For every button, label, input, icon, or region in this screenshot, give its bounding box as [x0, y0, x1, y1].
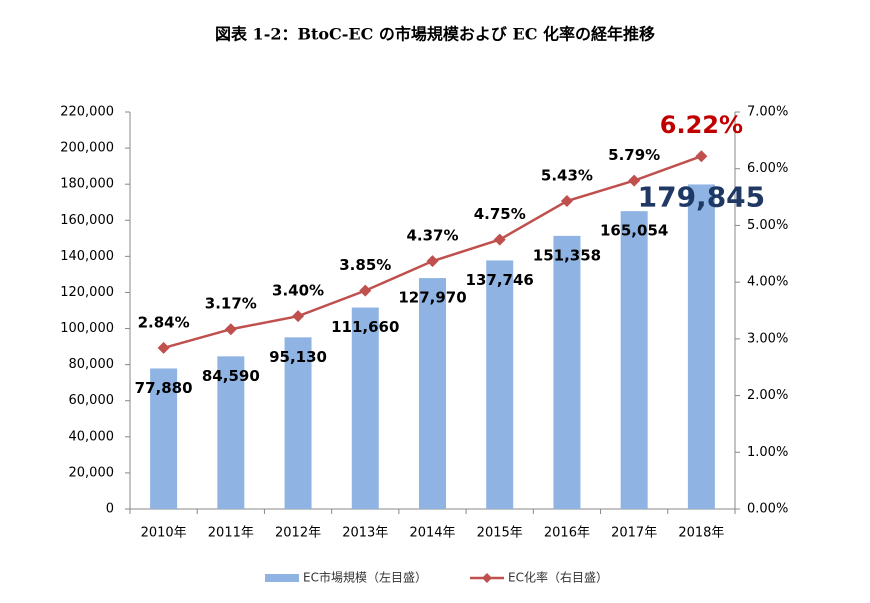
y2-tick-label: 6.00% — [747, 161, 788, 176]
y2-tick-label: 4.00% — [747, 275, 788, 290]
y-tick-label: 40,000 — [69, 429, 115, 444]
line-marker — [628, 174, 641, 187]
x-tick-label: 2016年 — [544, 526, 590, 541]
y-tick-label: 60,000 — [69, 393, 115, 408]
line-marker — [292, 310, 305, 323]
y-tick-label: 120,000 — [60, 285, 114, 300]
line-marker — [695, 150, 708, 163]
bar — [150, 368, 178, 509]
y-tick-label: 100,000 — [60, 321, 114, 336]
line-value-label: 5.79% — [608, 146, 660, 164]
x-tick-label: 2018年 — [678, 526, 724, 541]
y-tick-label: 160,000 — [60, 213, 114, 228]
bar-value-label: 151,358 — [533, 246, 601, 264]
line-marker — [493, 233, 506, 246]
bar-value-label: 127,970 — [398, 289, 466, 307]
line-value-label: 4.75% — [474, 205, 526, 223]
bar-value-label: 95,130 — [269, 348, 327, 366]
x-tick-label: 2012年 — [275, 526, 321, 541]
bar-value-label: 111,660 — [331, 318, 399, 336]
legend-swatch — [265, 574, 299, 582]
y-tick-label: 200,000 — [60, 141, 114, 156]
x-tick-label: 2013年 — [342, 526, 388, 541]
legend-swatch — [482, 573, 492, 583]
x-tick-label: 2011年 — [208, 526, 254, 541]
line-marker — [224, 323, 237, 336]
line-value-label: 6.22% — [660, 111, 743, 139]
line-value-label: 4.37% — [406, 227, 458, 245]
legend-label: EC化率（右目盛） — [508, 570, 608, 585]
bar — [553, 235, 581, 509]
chart-title: 図表 1-2：BtoC-EC の市場規模および EC 化率の経年推移 — [215, 25, 655, 44]
y2-tick-label: 1.00% — [747, 445, 788, 460]
x-tick-label: 2017年 — [611, 526, 657, 541]
y-tick-label: 220,000 — [60, 105, 114, 120]
y-tick-label: 140,000 — [60, 249, 114, 264]
bar — [620, 211, 648, 509]
bar-value-label: 137,746 — [466, 271, 534, 289]
x-tick-label: 2014年 — [409, 526, 455, 541]
line-value-label: 3.85% — [339, 256, 391, 274]
x-tick-label: 2015年 — [477, 526, 523, 541]
line-value-label: 2.84% — [138, 313, 190, 331]
line-marker — [359, 284, 372, 297]
line-marker — [157, 341, 170, 354]
y2-tick-label: 5.00% — [747, 218, 788, 233]
y-tick-label: 80,000 — [69, 357, 115, 372]
y2-tick-label: 3.00% — [747, 331, 788, 346]
bar — [217, 356, 245, 509]
y2-tick-label: 0.00% — [747, 502, 788, 517]
line-value-label: 5.43% — [541, 167, 593, 185]
y2-tick-label: 7.00% — [747, 105, 788, 120]
bar — [687, 184, 715, 509]
y-tick-label: 20,000 — [69, 465, 115, 480]
bar-value-label: 165,054 — [600, 222, 668, 240]
y-tick-label: 180,000 — [60, 177, 114, 192]
y-tick-label: 0 — [106, 502, 114, 517]
bar-value-label: 179,845 — [638, 180, 766, 213]
bar — [284, 337, 312, 509]
y2-tick-label: 2.00% — [747, 388, 788, 403]
bar-value-label: 84,590 — [202, 367, 260, 385]
bar — [486, 260, 514, 509]
bar-value-label: 77,880 — [135, 379, 193, 397]
legend-label: EC市場規模（左目盛） — [303, 570, 427, 585]
line-value-label: 3.40% — [272, 282, 324, 300]
bar — [351, 307, 379, 509]
line-value-label: 3.17% — [205, 295, 257, 313]
bar — [419, 278, 446, 509]
x-tick-label: 2010年 — [141, 526, 187, 541]
line-marker — [426, 255, 439, 268]
line-marker — [560, 195, 573, 208]
